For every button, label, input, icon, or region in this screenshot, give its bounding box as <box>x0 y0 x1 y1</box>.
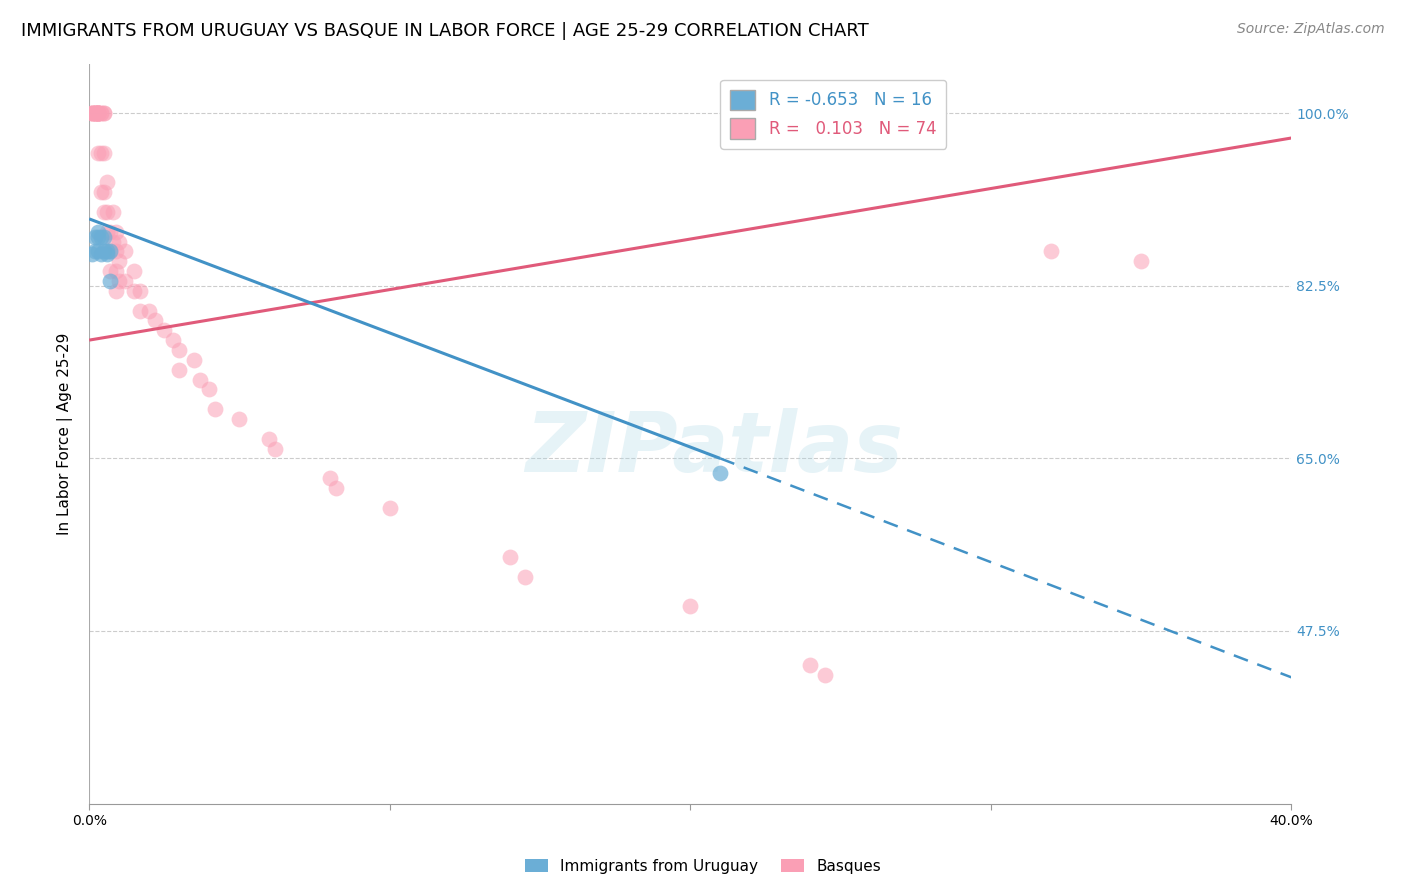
Point <box>84 106 107 120</box>
Point <box>799 658 821 673</box>
Point <box>93 145 115 160</box>
Point <box>105 264 128 278</box>
Point <box>264 442 287 456</box>
Point <box>93 244 115 259</box>
Point <box>87 106 110 120</box>
Point <box>98 244 121 259</box>
Point <box>183 352 205 367</box>
Legend: Immigrants from Uruguay, Basques: Immigrants from Uruguay, Basques <box>519 853 887 880</box>
Point <box>105 284 128 298</box>
Point <box>153 323 176 337</box>
Point <box>114 244 136 259</box>
Point <box>87 106 110 120</box>
Point <box>87 225 110 239</box>
Point <box>90 106 112 120</box>
Point <box>90 247 112 261</box>
Text: IMMIGRANTS FROM URUGUAY VS BASQUE IN LABOR FORCE | AGE 25-29 CORRELATION CHART: IMMIGRANTS FROM URUGUAY VS BASQUE IN LAB… <box>21 22 869 40</box>
Point <box>169 362 191 376</box>
Point <box>82 106 104 120</box>
Point <box>98 264 121 278</box>
Point <box>93 106 115 120</box>
Point <box>318 471 340 485</box>
Point <box>105 225 128 239</box>
Point <box>98 225 121 239</box>
Point <box>98 244 121 259</box>
Point <box>93 229 115 244</box>
Point <box>82 106 104 120</box>
Point <box>87 145 110 160</box>
Point <box>129 284 152 298</box>
Point <box>87 229 110 244</box>
Point <box>84 106 107 120</box>
Point <box>679 599 702 614</box>
Y-axis label: In Labor Force | Age 25-29: In Labor Force | Age 25-29 <box>58 333 73 535</box>
Point <box>84 106 107 120</box>
Point <box>87 106 110 120</box>
Point <box>87 106 110 120</box>
Point <box>84 106 107 120</box>
Point <box>105 244 128 259</box>
Point <box>188 373 211 387</box>
Point <box>1039 244 1062 259</box>
Point <box>122 284 145 298</box>
Point <box>93 106 115 120</box>
Text: Source: ZipAtlas.com: Source: ZipAtlas.com <box>1237 22 1385 37</box>
Point <box>96 225 118 239</box>
Point <box>162 333 184 347</box>
Point <box>143 313 166 327</box>
Point <box>709 467 731 481</box>
Point <box>325 481 347 495</box>
Point <box>90 145 112 160</box>
Point <box>84 229 107 244</box>
Point <box>87 244 110 259</box>
Point <box>108 274 131 288</box>
Point <box>87 106 110 120</box>
Point <box>82 106 104 120</box>
Point <box>84 244 107 259</box>
Point <box>122 264 145 278</box>
Point <box>98 274 121 288</box>
Point <box>87 106 110 120</box>
Point <box>499 549 522 564</box>
Point <box>108 254 131 268</box>
Point <box>90 106 112 120</box>
Point <box>84 106 107 120</box>
Point <box>129 303 152 318</box>
Point <box>96 247 118 261</box>
Point <box>90 186 112 200</box>
Point <box>84 106 107 120</box>
Point <box>103 235 125 249</box>
Point <box>204 402 226 417</box>
Point <box>103 205 125 219</box>
Point <box>96 205 118 219</box>
Point <box>814 668 837 682</box>
Legend: R = -0.653   N = 16, R =   0.103   N = 74: R = -0.653 N = 16, R = 0.103 N = 74 <box>720 79 946 149</box>
Point <box>96 175 118 189</box>
Point <box>90 229 112 244</box>
Point <box>82 247 104 261</box>
Point <box>114 274 136 288</box>
Point <box>378 500 401 515</box>
Point <box>82 106 104 120</box>
Point <box>93 186 115 200</box>
Point <box>93 205 115 219</box>
Point <box>513 570 536 584</box>
Point <box>87 106 110 120</box>
Point <box>96 244 118 259</box>
Point <box>259 432 281 446</box>
Point <box>228 412 250 426</box>
Point <box>198 383 221 397</box>
Point <box>169 343 191 357</box>
Point <box>138 303 160 318</box>
Point <box>108 235 131 249</box>
Point <box>87 106 110 120</box>
Text: ZIPatlas: ZIPatlas <box>526 408 903 489</box>
Point <box>1130 254 1153 268</box>
